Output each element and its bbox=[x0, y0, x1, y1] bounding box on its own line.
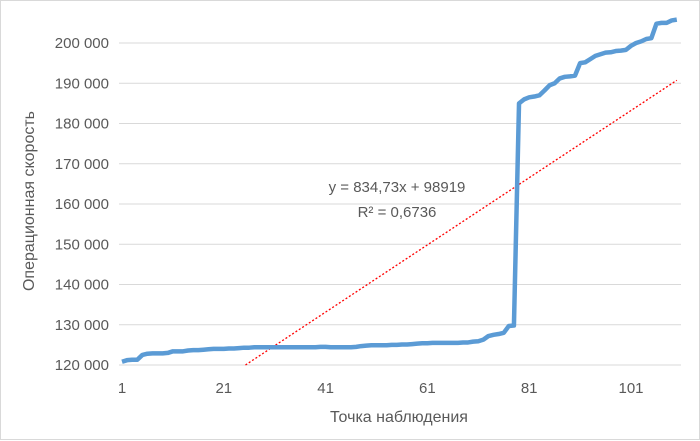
y-tick-label: 170 000 bbox=[55, 156, 109, 173]
trendline bbox=[245, 79, 678, 366]
y-tick-label: 140 000 bbox=[55, 277, 109, 294]
y-axis-title: Операционная скорость bbox=[21, 111, 38, 291]
x-tick-label: 101 bbox=[618, 380, 643, 397]
y-tick-label: 120 000 bbox=[55, 357, 109, 374]
y-tick-label: 180 000 bbox=[55, 116, 109, 133]
trendline-r2: R² = 0,6736 bbox=[358, 204, 437, 221]
x-tick-label: 41 bbox=[317, 380, 334, 397]
x-axis-title: Точка наблюдения bbox=[330, 409, 468, 426]
y-tick-label: 190 000 bbox=[55, 75, 109, 92]
x-tick-label: 61 bbox=[419, 380, 436, 397]
trendline-equation: y = 834,73x + 98919 bbox=[329, 179, 466, 196]
x-tick-label: 1 bbox=[118, 380, 126, 397]
y-tick-label: 200 000 bbox=[55, 35, 109, 52]
data-series-line bbox=[121, 17, 678, 364]
x-tick-label: 21 bbox=[215, 380, 232, 397]
y-tick-label: 150 000 bbox=[55, 236, 109, 253]
y-tick-label: 160 000 bbox=[55, 196, 109, 213]
y-tick-label: 130 000 bbox=[55, 317, 109, 334]
x-tick-label: 81 bbox=[521, 380, 538, 397]
